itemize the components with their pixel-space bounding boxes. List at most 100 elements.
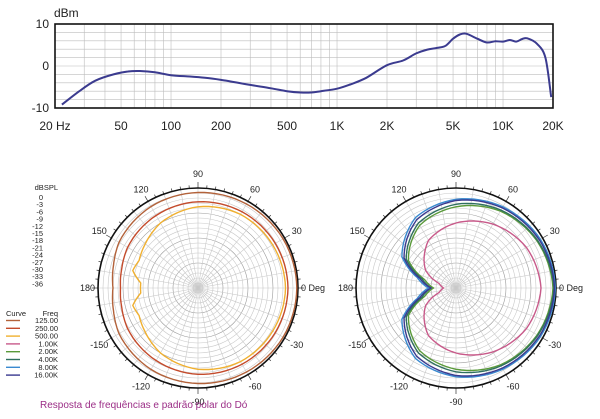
legend-header-curve: Curve: [6, 309, 26, 318]
figure-caption: Resposta de frequências e padrão polar d…: [40, 400, 248, 411]
polar-grid-spoke: [438, 189, 457, 289]
polar-grid-spoke: [111, 287, 199, 339]
polar-rim-tick: [106, 234, 112, 239]
polar-grid-spoke: [197, 287, 285, 339]
freq-x-tick-label: 200: [211, 119, 231, 133]
polar-angle-label: -60: [248, 382, 261, 392]
polar-rim-tick: [505, 196, 510, 202]
polar-grid-spoke: [197, 287, 293, 323]
polar-grid-spoke: [455, 211, 521, 289]
polar-grid-spoke: [197, 287, 249, 375]
polar-rim-tick: [542, 234, 548, 239]
legend-entry-freq: 1.00K: [38, 339, 58, 348]
polar-angle-label: 90: [451, 169, 461, 179]
polar-r-tick-label: -21: [32, 243, 43, 252]
polar-grid-spoke: [455, 193, 491, 289]
polar-angle-label: 120: [391, 184, 406, 194]
legend-entry-freq: 8.00K: [38, 363, 58, 372]
polar-curve-250-00: [119, 200, 289, 375]
polar-grid-spoke: [180, 287, 199, 387]
polar-angle-label: 30: [550, 226, 560, 236]
polar-grid-spoke: [197, 237, 285, 289]
polar-angle-label: 60: [508, 184, 518, 194]
freq-x-tick-label: 20K: [542, 119, 563, 133]
polar-curve-2-00k: [407, 204, 554, 372]
polar-legend: Curve Freq125.00250.00500.001.00K2.00K4.0…: [6, 309, 58, 380]
polar-angle-label: 180: [80, 283, 95, 293]
polar-grid-spoke: [455, 223, 533, 289]
polar-angle-label: 60: [250, 184, 260, 194]
polar-grid-spoke: [197, 287, 297, 306]
polar-grid-spoke: [197, 287, 263, 365]
polar-r-tick-label: -27: [32, 258, 43, 267]
polar-angle-label: -60: [506, 382, 519, 392]
freq-x-tick-label: 50: [114, 119, 128, 133]
polar-grid-spoke: [405, 201, 457, 289]
polar-grid-spoke: [455, 287, 551, 323]
polar-r-tick-label: -15: [32, 229, 43, 238]
freq-x-tick-label: 20 Hz: [39, 119, 70, 133]
freq-y-tick-label: 10: [36, 17, 50, 31]
polar-rim-tick: [402, 196, 407, 202]
polar-r-tick-label: -9: [36, 215, 43, 224]
polar-angle-label: -90: [449, 397, 462, 407]
freq-y-axis-label: dBm: [54, 6, 79, 20]
polar-r-axis-label: dBSPL: [35, 183, 58, 192]
polar-grid-spoke: [197, 189, 216, 289]
polar-r-tick-label: -3: [36, 200, 43, 209]
polar-angle-label: 30: [292, 226, 302, 236]
polar-grid-spoke: [197, 211, 263, 289]
freq-y-tick-label: -10: [32, 101, 50, 115]
polar-grid-spoke: [455, 287, 507, 375]
polar-curve-8-00k: [401, 198, 557, 378]
polar-grid-spoke: [99, 287, 199, 306]
polar-angle-label: -120: [132, 382, 150, 392]
polar-grid-spoke: [438, 287, 457, 387]
polar-grid-spoke: [121, 223, 199, 289]
polar-angle-label: 0 Deg: [559, 283, 583, 293]
freq-response-line: [61, 32, 553, 106]
polar-angle-label: 120: [133, 184, 148, 194]
polar-grid-spoke: [405, 287, 457, 375]
polar-rim-tick: [284, 234, 290, 239]
legend-entry-freq: 2.00K: [38, 347, 58, 356]
polar-r-tick-label: -33: [32, 272, 43, 281]
polar-grid-spoke: [103, 287, 199, 323]
polar-grid-spoke: [369, 287, 457, 339]
legend-entry-freq: 125.00: [35, 316, 58, 325]
polar-curve-1-00k: [423, 220, 542, 356]
polar-rim-tick: [144, 196, 149, 202]
polar-grid-spoke: [163, 193, 199, 289]
polar-curve-16-00k: [403, 199, 556, 377]
polar-r-tick-label: -36: [32, 279, 43, 288]
polar-grid-spoke: [391, 287, 457, 365]
polar-rim-tick: [542, 337, 548, 342]
polar-rim-tick: [284, 337, 290, 342]
polar-angle-label: -30: [548, 340, 561, 350]
polar-angle-label: 150: [350, 226, 365, 236]
freq-x-tick-label: 500: [277, 119, 297, 133]
polar-angle-label: -120: [390, 382, 408, 392]
polar-angle-label: -90: [191, 397, 204, 407]
polar-grid-spoke: [361, 287, 457, 323]
polar-angle-label: 90: [193, 169, 203, 179]
polar-grid-spoke: [197, 270, 297, 289]
polar-grid-spoke: [99, 270, 199, 289]
polar-r-tick-label: -6: [36, 207, 43, 216]
polar-grid-spoke: [197, 201, 249, 289]
freq-plot-frame: [54, 23, 554, 109]
freq-x-tick-label: 2K: [380, 119, 395, 133]
polar-grid-spoke: [197, 287, 275, 353]
polar-grid-spoke: [121, 287, 199, 353]
polar-curve-500-00: [132, 205, 287, 371]
freq-x-tick-label: 5K: [446, 119, 461, 133]
polar-grid-spoke: [455, 237, 543, 289]
polar-grid-spoke: [391, 211, 457, 289]
polar-grid-spoke: [197, 223, 275, 289]
polar-outer-ring: [97, 187, 299, 389]
polar-rim-tick: [364, 337, 370, 342]
polar-grid-spoke: [455, 201, 507, 289]
polar-grid-spoke: [180, 189, 199, 289]
